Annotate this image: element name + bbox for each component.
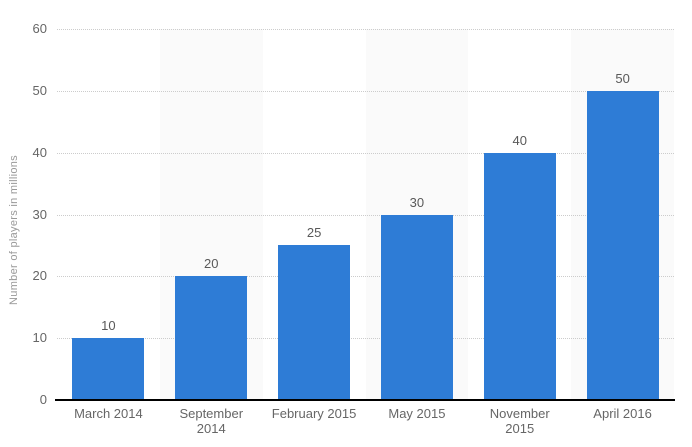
x-category-label: April 2016 bbox=[593, 406, 652, 421]
y-tick-label: 0 bbox=[39, 392, 47, 407]
bar-value-label: 10 bbox=[101, 318, 116, 334]
y-tick-label: 10 bbox=[32, 330, 47, 346]
x-category-label: November 2015 bbox=[489, 406, 550, 436]
gridline bbox=[57, 152, 674, 154]
bar[interactable] bbox=[278, 245, 351, 400]
y-tick-label: 40 bbox=[32, 144, 47, 160]
bar[interactable] bbox=[483, 152, 556, 400]
gridline bbox=[57, 90, 674, 92]
y-tick-label: 50 bbox=[32, 82, 47, 98]
x-axis-category-labels: March 2014 September 2014 February 2015 May… bbox=[57, 406, 674, 442]
x-category-label: March 2014 bbox=[74, 406, 143, 421]
bar-value-label: 20 bbox=[204, 256, 219, 272]
bar-value-label: 25 bbox=[306, 225, 322, 241]
bar-value-label: 50 bbox=[615, 70, 630, 86]
bar[interactable] bbox=[175, 276, 248, 400]
gridline bbox=[57, 338, 674, 340]
y-tick-label: 30 bbox=[32, 206, 47, 222]
x-category-label: May 2015 bbox=[388, 406, 446, 421]
bar-value-label: 40 bbox=[512, 132, 527, 148]
plot-area: 10 20 25 30 40 50 bbox=[57, 29, 674, 400]
gridline bbox=[57, 29, 674, 30]
bar[interactable] bbox=[72, 338, 145, 400]
y-tick-label: 60 bbox=[32, 21, 47, 36]
y-tick-label: 20 bbox=[32, 268, 47, 284]
bar-value-label: 30 bbox=[409, 194, 425, 210]
gridline bbox=[57, 214, 674, 216]
gridline bbox=[57, 276, 674, 278]
x-category-label: February 2015 bbox=[271, 406, 357, 421]
x-axis-line bbox=[55, 399, 675, 401]
bar[interactable] bbox=[586, 90, 659, 400]
x-category-label: September 2014 bbox=[179, 406, 244, 436]
bar[interactable] bbox=[380, 214, 453, 400]
